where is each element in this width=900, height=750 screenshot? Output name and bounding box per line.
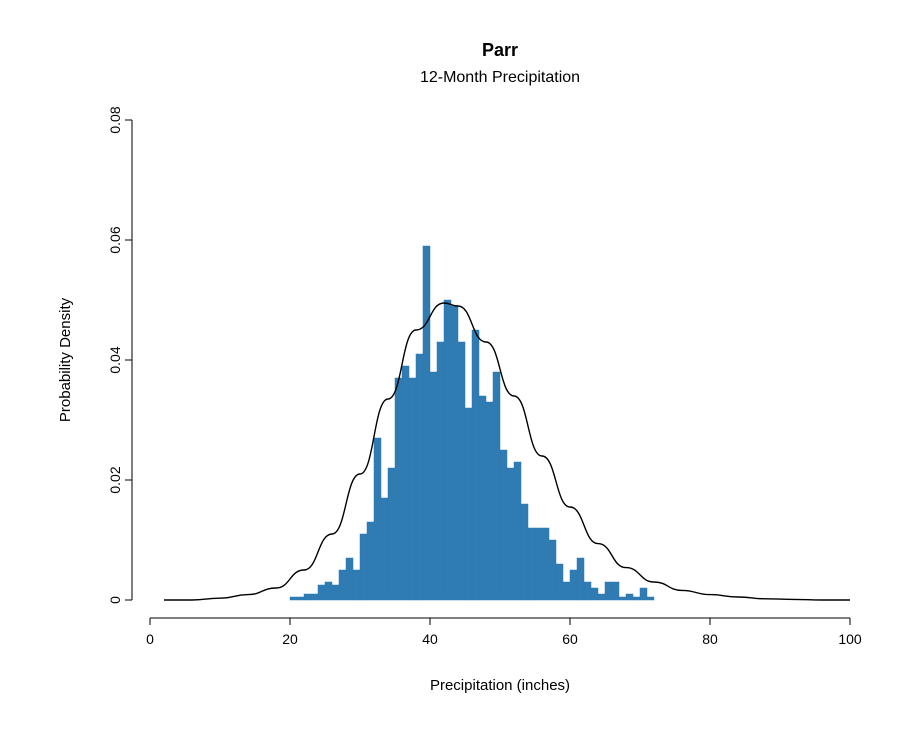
histogram-bar xyxy=(493,372,500,600)
y-axis-label: Probability Density xyxy=(57,297,74,422)
y-tick-label: 0.04 xyxy=(107,346,123,373)
histogram-bar xyxy=(290,597,297,600)
histogram-bar xyxy=(598,594,605,600)
x-tick-label: 0 xyxy=(146,631,154,647)
histogram-bar xyxy=(304,594,311,600)
histogram-bar xyxy=(465,408,472,600)
histogram-bar xyxy=(430,372,437,600)
histogram-bar xyxy=(528,528,535,600)
histogram-bar xyxy=(416,354,423,600)
histogram-bar xyxy=(500,450,507,600)
histogram-bar xyxy=(535,528,542,600)
histogram-bar xyxy=(507,468,514,600)
chart-container: Parr 12-Month Precipitation 0 20 40 60 80 100… xyxy=(0,0,900,750)
histogram-bar xyxy=(451,306,458,600)
histogram-bar xyxy=(556,564,563,600)
histogram-bar xyxy=(563,582,570,600)
histogram-bar xyxy=(325,582,332,600)
histogram-bar xyxy=(353,570,360,600)
histogram-bar xyxy=(626,594,633,600)
histogram-bar xyxy=(346,558,353,600)
histogram-bar xyxy=(437,342,444,600)
histogram-bar xyxy=(612,582,619,600)
histogram-bar xyxy=(423,246,430,600)
histogram-bar xyxy=(388,468,395,600)
histogram-bar xyxy=(472,330,479,600)
histogram-bar xyxy=(479,396,486,600)
histogram-bar xyxy=(360,534,367,600)
x-tick-label: 80 xyxy=(702,631,718,647)
histogram-bar xyxy=(633,597,640,600)
y-axis: 0 0.02 0.04 0.06 0.08 xyxy=(107,106,132,604)
histogram-bar xyxy=(402,366,409,600)
histogram-bar xyxy=(339,570,346,600)
x-tick-label: 100 xyxy=(838,631,862,647)
histogram-bar xyxy=(409,378,416,600)
histogram-bar xyxy=(514,462,521,600)
x-axis-label: Precipitation (inches) xyxy=(430,677,570,694)
histogram-bar xyxy=(444,300,451,600)
histogram-bar xyxy=(584,582,591,600)
histogram-bar xyxy=(640,588,647,600)
histogram-bar xyxy=(332,585,339,600)
histogram-bar xyxy=(318,585,325,600)
x-tick-label: 60 xyxy=(562,631,578,647)
histogram-bar xyxy=(367,522,374,600)
histogram-bar xyxy=(605,582,612,600)
histogram-bar xyxy=(381,498,388,600)
chart-title-sub: 12-Month Precipitation xyxy=(420,69,580,86)
y-tick-label: 0 xyxy=(107,596,123,604)
histogram-bar xyxy=(549,540,556,600)
histogram-bar xyxy=(374,438,381,600)
histogram-bars xyxy=(290,246,654,600)
histogram-bar xyxy=(395,378,402,600)
histogram-bar xyxy=(591,588,598,600)
histogram-bar xyxy=(542,528,549,600)
y-tick-label: 0.06 xyxy=(107,226,123,253)
histogram-bar xyxy=(647,597,654,600)
y-tick-label: 0.08 xyxy=(107,106,123,133)
histogram-bar xyxy=(570,570,577,600)
histogram-bar xyxy=(311,594,318,600)
chart-title-main: Parr xyxy=(482,40,518,60)
histogram-bar xyxy=(297,597,304,600)
histogram-chart: Parr 12-Month Precipitation 0 20 40 60 80 100… xyxy=(0,0,900,750)
histogram-bar xyxy=(577,558,584,600)
y-tick-label: 0.02 xyxy=(107,466,123,493)
histogram-bar xyxy=(521,504,528,600)
x-tick-label: 40 xyxy=(422,631,438,647)
histogram-bar xyxy=(458,342,465,600)
histogram-bar xyxy=(619,597,626,600)
x-axis: 0 20 40 60 80 100 xyxy=(146,618,862,647)
x-tick-label: 20 xyxy=(282,631,298,647)
histogram-bar xyxy=(486,402,493,600)
